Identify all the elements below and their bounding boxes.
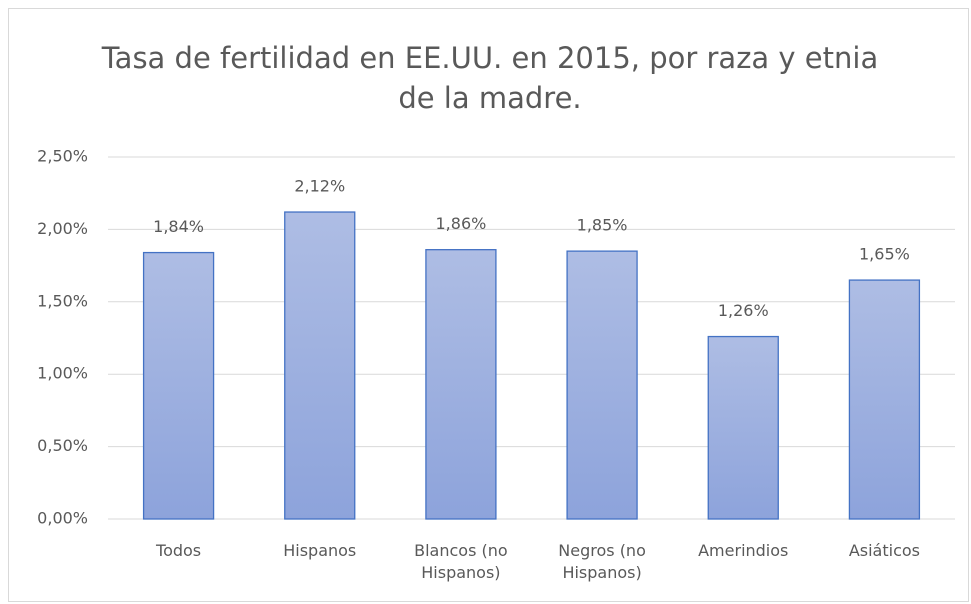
x-tick-label: Amerindios [698, 541, 789, 560]
x-tick-label: Todos [156, 541, 202, 560]
x-tick-label: Hispanos [283, 541, 357, 560]
y-tick-label: 1,50% [37, 291, 88, 310]
data-label: 1,65% [859, 245, 910, 264]
x-tick-label: Negros (no Hispanos) [558, 541, 646, 582]
y-tick-label: 2,50% [37, 147, 88, 166]
y-tick-label: 0,00% [37, 509, 88, 528]
bar [142, 251, 215, 520]
bar [425, 249, 497, 520]
y-tick-label: 0,50% [37, 436, 88, 455]
chart-border [8, 8, 969, 602]
bar [284, 211, 356, 520]
y-tick-label: 1,00% [37, 364, 88, 383]
y-tick-label: 2,00% [37, 219, 88, 238]
data-label: 1,85% [577, 216, 628, 235]
data-label: 1,26% [718, 301, 769, 320]
data-label: 1,84% [153, 217, 204, 236]
x-tick-label: Asiáticos [848, 541, 920, 560]
bar [566, 250, 638, 520]
data-label: 1,86% [436, 214, 487, 233]
bar [707, 335, 779, 520]
bar [848, 279, 921, 520]
chart-title: Tasa de fertilidad en EE.UU. en 2015, po… [101, 41, 879, 115]
x-tick-label: Blancos (no Hispanos) [414, 541, 508, 582]
data-label: 2,12% [294, 177, 345, 196]
